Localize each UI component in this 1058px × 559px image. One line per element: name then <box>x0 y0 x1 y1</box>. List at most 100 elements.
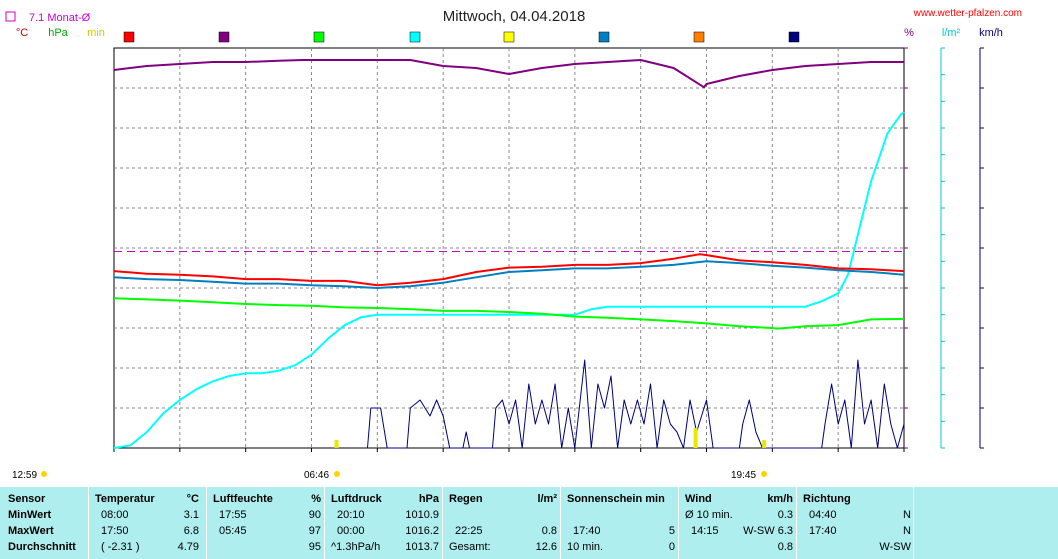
temp-min-time: 08:00 <box>101 509 129 521</box>
stats-header-wind: Wind km/h <box>685 491 797 507</box>
temp-unit-label: °C <box>16 27 28 39</box>
sun-avg-value: 0 <box>668 541 675 553</box>
site-link[interactable]: www.wetter-pfalzen.com <box>913 8 1022 19</box>
stats-col-humidity: Luftfeuchte% 17:55 90 05:45 97 95 <box>206 487 324 559</box>
sunset-time: 19:45 <box>731 470 756 481</box>
sunrise-icon <box>334 471 340 477</box>
stats-col-wind: Wind km/h Ø 10 min. 0.3 14:15 W-SW 6.3 0.8 <box>678 487 796 559</box>
press-max-time: 00:00 <box>337 525 365 537</box>
grid <box>113 47 905 449</box>
wind-avg-value: 0.8 <box>777 541 793 553</box>
sun-avg-label: 10 min. <box>567 541 604 553</box>
temp-avg-trend: ( -2.31 ) <box>101 541 140 553</box>
series-line-humidity <box>113 59 904 89</box>
wind-header-unit: km/h <box>767 493 793 505</box>
dir-min-value: N <box>903 509 911 521</box>
legend-swatch <box>409 31 421 43</box>
pressure-unit-label: hPa <box>48 27 68 39</box>
stats-col-temperature: Temperatur °C 08:00 3.1 17:50 6.8 ( -2.31 )… <box>88 487 206 559</box>
stats-header-temperature: Temperatur °C <box>95 491 203 507</box>
series-line-pressure <box>113 297 905 330</box>
sunshine-unit-label: min <box>87 27 105 39</box>
stats-col-rain: Regen l/m² 22:25 0.8 Gesamt: 12.6 <box>442 487 560 559</box>
weather-chart: Mittwoch, 04.04.2018 www.wetter-pfalzen.… <box>5 8 1022 481</box>
rain-total-label: Gesamt: <box>449 541 491 553</box>
stats-header-sensor: Sensor <box>8 493 46 505</box>
sunset-icon <box>761 471 767 477</box>
rain-header-label: Regen <box>449 493 483 505</box>
hum-min-time: 17:55 <box>219 509 247 521</box>
humidity-unit-label: % <box>904 27 914 39</box>
wind-max-value: W-SW 6.3 <box>743 525 793 537</box>
legend-swatch <box>788 31 800 43</box>
rain-header-unit: l/m² <box>537 493 557 505</box>
press-avg-value: 1013.7 <box>405 541 439 553</box>
moonrise-icon <box>41 471 47 477</box>
series-line-rain <box>113 111 905 449</box>
series-line-temperature <box>113 260 905 289</box>
rain-max-time: 22:25 <box>455 525 483 537</box>
press-header-unit: hPa <box>418 493 439 505</box>
press-max-value: 1016.2 <box>405 525 439 537</box>
series-layer <box>113 59 905 449</box>
statistics-table: Sensor MinWert MaxWert Durchschnitt Temp… <box>0 487 1058 559</box>
rain-max-value: 0.8 <box>541 525 557 537</box>
hum-max-value: 97 <box>308 525 321 537</box>
temp-max-time: 17:50 <box>101 525 129 537</box>
stats-col-sunshine: Sonnenschein min 17:40 5 10 min. 0 <box>560 487 678 559</box>
right-axes <box>904 47 984 449</box>
sun-max-value: 5 <box>668 525 675 537</box>
wind-unit-label: km/h <box>979 27 1003 39</box>
stats-col-pressure: Luftdruck hPa 20:10 1010.9 00:00 1016.2 ^1.… <box>324 487 442 559</box>
series-line-temperature <box>113 253 905 287</box>
x-axis <box>113 448 905 452</box>
chart-title: Mittwoch, 04.04.2018 <box>443 8 586 25</box>
press-min-value: 1010.9 <box>405 509 439 521</box>
hum-header-unit: % <box>311 493 321 505</box>
stats-header-humidity: Luftfeuchte% <box>213 491 325 507</box>
sunrise-time: 06:46 <box>304 470 329 481</box>
stats-header-sunshine: Sonnenschein min <box>567 493 665 505</box>
wind-avg10-label: Ø 10 min. <box>685 509 733 521</box>
stats-col-sensor: Sensor MinWert MaxWert Durchschnitt <box>0 487 88 559</box>
wind-avg10-value: 0.3 <box>777 509 793 521</box>
wind-header-label: Wind <box>685 493 712 505</box>
sunshine-bar <box>693 428 698 448</box>
stats-header-rain: Regen l/m² <box>449 491 561 507</box>
stats-col-direction: Richtung 04:40 N 17:40 N W-SW <box>796 487 914 559</box>
stats-row-label-avg: Durchschnitt <box>8 541 76 553</box>
temp-avg-value: 4.79 <box>177 541 199 553</box>
legend-swatch <box>693 31 705 43</box>
sunshine-bar <box>762 440 767 448</box>
hum-avg-value: 95 <box>308 541 321 553</box>
temp-header-unit: °C <box>186 493 199 505</box>
rain-unit-label: l/m² <box>942 27 961 39</box>
stats-row-label-max: MaxWert <box>8 525 54 537</box>
sun-max-time: 17:40 <box>573 525 601 537</box>
dir-avg-value: W-SW <box>879 541 911 553</box>
dir-max-value: N <box>903 525 911 537</box>
monthly-avg-label: 7.1 Monat-Ø <box>29 12 91 24</box>
rain-total-value: 12.6 <box>535 541 557 553</box>
dir-max-time: 17:40 <box>809 525 837 537</box>
temp-min-value: 3.1 <box>183 509 199 521</box>
hum-header-label: Luftfeuchte <box>213 493 273 505</box>
legend-swatch <box>313 31 325 43</box>
press-avg-trend: ^1.3hPa/h <box>331 541 381 553</box>
series-line-wind <box>367 359 905 449</box>
legend <box>123 31 800 43</box>
press-min-time: 20:10 <box>337 509 365 521</box>
wind-max-time: 14:15 <box>691 525 719 537</box>
moonrise-time: 12:59 <box>12 470 37 481</box>
sunshine-bar <box>334 440 339 448</box>
hum-max-time: 05:45 <box>219 525 247 537</box>
legend-swatch <box>218 31 230 43</box>
dir-min-time: 04:40 <box>809 509 837 521</box>
legend-swatch <box>598 31 610 43</box>
legend-swatch <box>503 31 515 43</box>
stats-header-pressure: Luftdruck hPa <box>331 491 443 507</box>
monthly-avg-marker <box>5 11 16 22</box>
hum-min-value: 90 <box>308 509 321 521</box>
stats-row-label-min: MinWert <box>8 509 52 521</box>
legend-swatch <box>123 31 135 43</box>
